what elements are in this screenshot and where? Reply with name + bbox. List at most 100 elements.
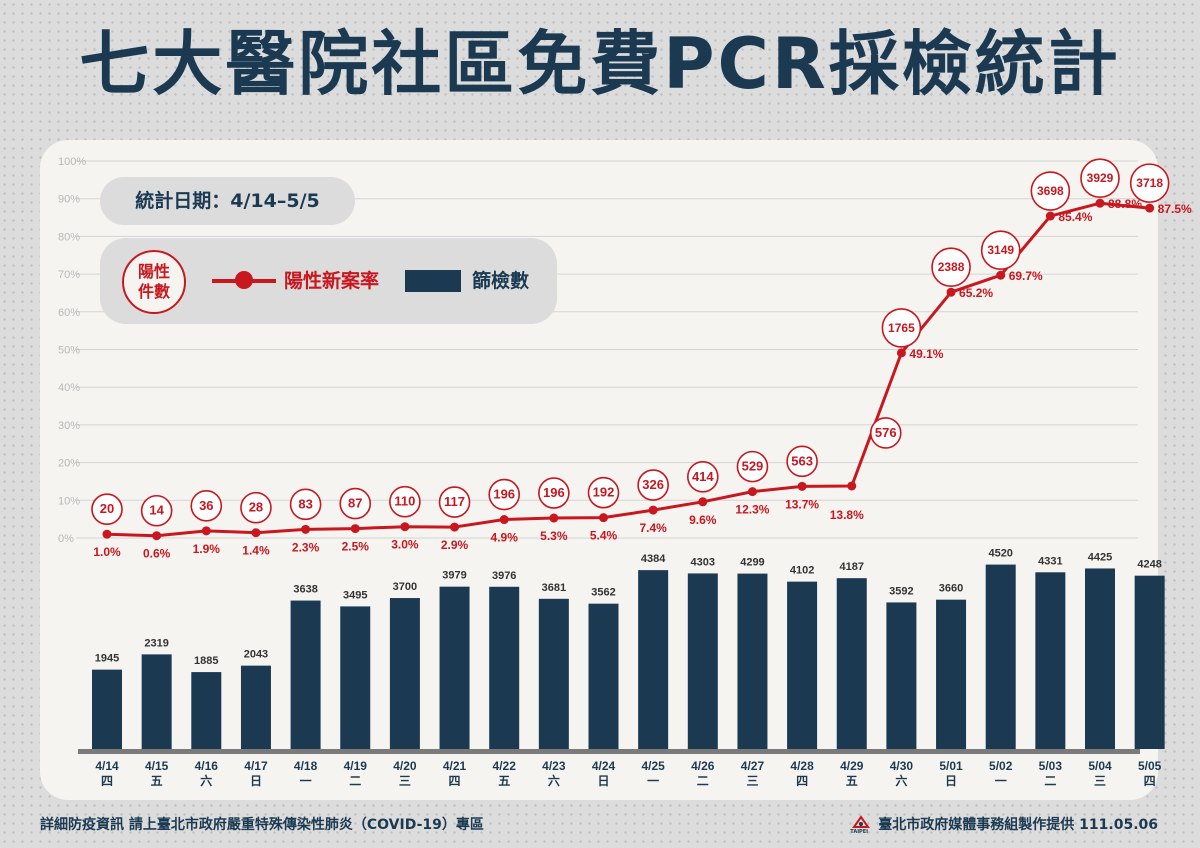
x-tick-label: 4/20	[393, 759, 417, 773]
bar	[92, 669, 122, 749]
footer-info-text: 詳細防疫資訊 請上臺北市政府嚴重特殊傳染性肺炎（COVID-19）專區	[40, 817, 484, 833]
x-tick-weekday: 日	[945, 774, 957, 788]
bar-value-label: 3495	[343, 589, 367, 601]
rate-point	[648, 505, 658, 515]
bar	[737, 573, 768, 749]
bar-value-label: 3976	[492, 570, 516, 582]
rate-data-label: 87.5%	[1158, 202, 1192, 216]
bar-value-label: 3681	[542, 582, 566, 594]
count-bubble	[389, 485, 421, 518]
bar	[538, 598, 569, 749]
x-tick-weekday: 三	[1094, 774, 1106, 788]
x-tick-label: 4/28	[790, 759, 814, 773]
count-bubble	[1030, 171, 1071, 211]
x-tick-label: 4/30	[890, 759, 914, 773]
y-tick-label: 10%	[58, 495, 80, 507]
count-data-label: 87	[348, 496, 362, 511]
count-bubble	[438, 486, 471, 518]
bar-value-label: 4425	[1088, 551, 1112, 563]
count-bubble	[637, 469, 669, 501]
x-tick-label: 5/02	[989, 759, 1013, 773]
count-data-label: 117	[444, 494, 465, 509]
count-data-label: 326	[642, 477, 664, 492]
legend-line-dot	[235, 271, 253, 289]
bar-value-label: 3592	[889, 585, 913, 597]
y-tick-label: 100%	[58, 156, 86, 168]
x-tick-label: 4/29	[840, 759, 864, 773]
rate-point	[1145, 203, 1155, 213]
count-data-label: 576	[875, 425, 897, 440]
count-data-label: 83	[298, 496, 312, 511]
bar-value-label: 4303	[691, 556, 715, 568]
rate-data-label: 3.0%	[391, 538, 419, 552]
rate-data-label: 1.9%	[193, 542, 221, 556]
rate-data-label: 12.3%	[735, 503, 769, 517]
rate-point	[896, 348, 906, 358]
rate-data-label: 0.6%	[143, 547, 171, 561]
bar	[1134, 575, 1165, 749]
bar	[240, 665, 271, 749]
x-tick-weekday: 二	[1044, 774, 1056, 788]
x-tick-weekday: 三	[399, 774, 411, 788]
x-tick-weekday: 四	[101, 774, 113, 788]
bar-value-label: 4299	[740, 557, 764, 569]
count-bubble	[736, 450, 769, 483]
rate-point	[549, 513, 559, 523]
y-tick-label: 70%	[58, 269, 80, 281]
x-axis-baseline	[78, 749, 1140, 754]
count-data-label: 529	[742, 459, 764, 474]
bar-value-label: 3979	[442, 570, 466, 582]
rate-point	[201, 526, 211, 536]
legend-positive-count-marker: 陽性 件數	[122, 250, 186, 314]
bar-value-label: 4187	[840, 561, 864, 573]
rate-point	[946, 287, 956, 297]
count-data-label: 3149	[987, 243, 1014, 257]
bar	[439, 586, 470, 749]
count-bubble	[1080, 158, 1120, 199]
rate-data-label: 2.3%	[292, 540, 320, 554]
count-bubble	[190, 490, 223, 522]
x-tick-label: 4/19	[344, 759, 368, 773]
rate-data-label: 1.4%	[242, 544, 270, 558]
x-tick-weekday: 二	[697, 774, 709, 788]
x-tick-label: 4/23	[542, 759, 566, 773]
rate-data-label: 5.3%	[540, 529, 568, 543]
count-bubble	[587, 476, 620, 509]
x-tick-weekday: 二	[349, 774, 361, 788]
count-data-label: 2388	[938, 260, 965, 274]
count-bubble	[91, 493, 123, 526]
bar-value-label: 1945	[95, 653, 119, 665]
x-tick-label: 4/14	[95, 759, 119, 773]
count-data-label: 563	[791, 453, 813, 468]
bar	[638, 570, 669, 749]
x-tick-label: 4/18	[294, 759, 318, 773]
y-tick-label: 90%	[58, 194, 80, 206]
rate-data-label: 69.7%	[1009, 269, 1043, 283]
x-tick-label: 5/05	[1138, 759, 1162, 773]
taipei-logo-text: TAIPEI	[850, 829, 868, 835]
rate-point	[301, 524, 311, 534]
rate-data-label: 9.6%	[689, 513, 717, 527]
count-bubble	[289, 488, 322, 521]
bar-value-label: 4248	[1137, 559, 1161, 571]
page-title: 七大醫院社區免費PCR採檢統計	[79, 23, 1121, 105]
count-data-label: 196	[543, 485, 565, 500]
x-tick-weekday: 六	[895, 773, 907, 788]
bar	[836, 578, 867, 749]
bar	[985, 564, 1016, 749]
rate-point	[400, 522, 410, 532]
x-tick-label: 4/17	[244, 759, 268, 773]
x-tick-weekday: 三	[746, 774, 758, 788]
x-tick-label: 5/01	[939, 759, 963, 773]
bar	[191, 672, 222, 749]
y-tick-label: 50%	[58, 345, 80, 357]
x-tick-weekday: 四	[796, 774, 808, 788]
rate-data-label: 13.7%	[785, 497, 819, 511]
rate-data-label: 5.4%	[590, 529, 618, 543]
x-tick-weekday: 一	[647, 774, 659, 788]
rate-point	[599, 513, 608, 523]
count-data-label: 3929	[1087, 171, 1114, 185]
bar-value-label: 4520	[988, 548, 1012, 560]
count-data-label: 192	[593, 485, 615, 500]
rate-data-label: 13.8%	[830, 508, 864, 522]
